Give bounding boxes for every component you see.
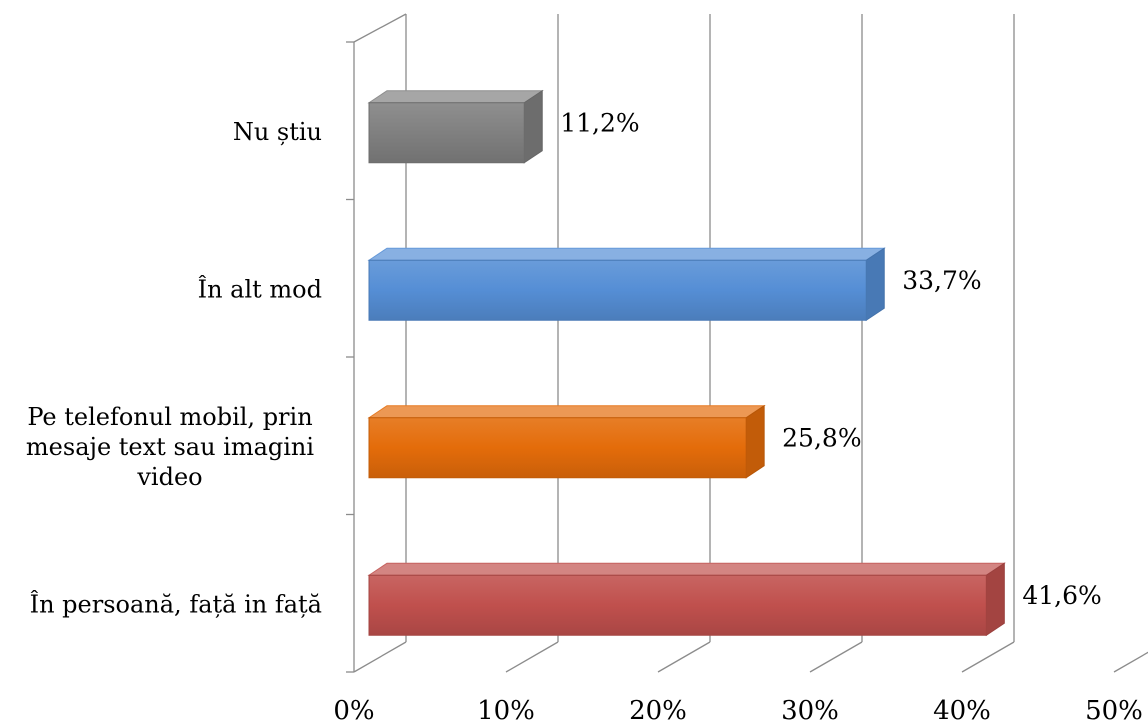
bar-top-face <box>367 247 886 261</box>
x-tick-label: 10% <box>477 696 535 726</box>
bar-top-face <box>367 405 766 419</box>
bar-side-face <box>985 562 1005 637</box>
bar-top-face <box>367 562 1006 576</box>
category-label-3: Pe telefonul mobil, prin mesaje text sau … <box>26 402 314 490</box>
side-wall-top <box>353 13 407 43</box>
bar-3 <box>367 404 766 479</box>
data-label-2: 33,7% <box>902 266 981 295</box>
bar-1 <box>367 89 544 164</box>
bar-side-face <box>745 404 765 479</box>
data-label-3: 25,8% <box>782 423 861 452</box>
bar-4 <box>367 562 1006 637</box>
bar-2 <box>367 247 886 322</box>
bar-front-face <box>368 574 987 636</box>
bar-front-face <box>368 102 525 164</box>
floor-line-20 <box>657 641 711 673</box>
x-tick-label: 0% <box>333 696 374 726</box>
bar-front-face <box>368 417 747 479</box>
bars <box>367 89 1006 637</box>
x-tick-label: 20% <box>629 696 687 726</box>
floor-line-10 <box>505 641 559 673</box>
floor-line-30 <box>809 641 863 673</box>
grid-lines <box>353 14 1148 673</box>
floor-line-0 <box>353 641 407 673</box>
x-tick-label: 50% <box>1085 696 1143 726</box>
labels: 11,2% Nu știu 33,7% În alt mod 25,8% Pe telef… <box>26 108 1143 726</box>
chart-axes <box>346 13 407 673</box>
bar-top-face <box>367 90 544 104</box>
bar-side-face <box>523 89 543 164</box>
floor-line-40 <box>961 641 1015 673</box>
category-label-4: În persoană, față in față <box>30 589 322 618</box>
bar-front-face <box>368 259 867 321</box>
category-label-2: În alt mod <box>198 274 322 303</box>
bar-side-face <box>865 247 885 322</box>
category-label-1: Nu știu <box>233 117 322 145</box>
x-tick-label: 30% <box>781 696 839 726</box>
x-tick-label: 40% <box>933 696 991 726</box>
data-label-4: 41,6% <box>1022 581 1101 610</box>
floor-line-50 <box>1113 651 1148 673</box>
data-label-1: 11,2% <box>560 108 639 137</box>
